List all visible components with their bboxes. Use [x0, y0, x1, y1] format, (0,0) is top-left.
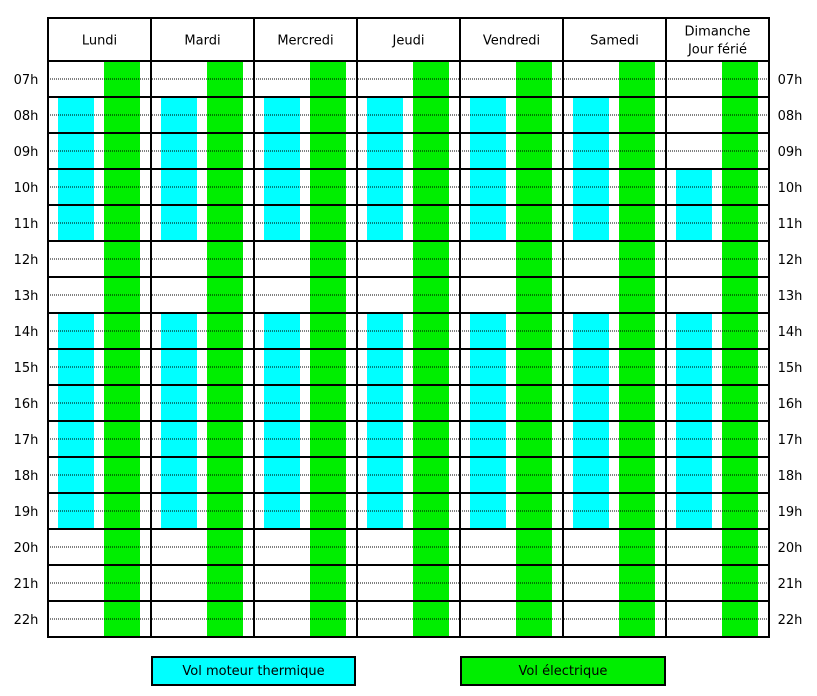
- day-header-line: Mercredi: [277, 34, 333, 49]
- legend-electric-label: Vol électrique: [518, 663, 608, 679]
- hour-label-right: 10h: [778, 181, 803, 196]
- schedule-chart: Lundi Mardi Mercredi Jeudi Vendredi Samedi Dim…: [13, 17, 803, 638]
- hour-label-right: 21h: [778, 577, 803, 592]
- hour-label-left: 10h: [14, 181, 39, 196]
- day-header-label: Mercredi: [277, 34, 333, 49]
- hour-label-right: 22h: [778, 613, 803, 628]
- hour-label-left: 16h: [14, 397, 39, 412]
- day-header-label: Jeudi: [392, 34, 425, 49]
- day-header-line: Samedi: [590, 34, 639, 49]
- hour-label-right: 07h: [778, 73, 803, 88]
- hour-label-left: 09h: [14, 145, 39, 160]
- day-header-label: Samedi: [590, 34, 639, 49]
- day-header-line: Vendredi: [483, 34, 540, 49]
- day-header-label: Mardi: [184, 34, 220, 49]
- hour-label-left: 20h: [14, 541, 39, 556]
- hour-label-right: 13h: [778, 289, 803, 304]
- hour-label-left: 14h: [14, 325, 39, 340]
- day-header-line: Mardi: [184, 34, 220, 49]
- hour-label-right: 20h: [778, 541, 803, 556]
- legend-thermal-label: Vol moteur thermique: [182, 663, 325, 679]
- hour-label-right: 16h: [778, 397, 803, 412]
- hour-label-left: 11h: [14, 217, 39, 232]
- day-header-line: Dimanche: [685, 25, 751, 40]
- grid-border: [47, 17, 770, 638]
- hour-label-left: 18h: [14, 469, 39, 484]
- hour-label-left: 08h: [14, 109, 39, 124]
- hour-label-right: 12h: [778, 253, 803, 268]
- hour-label-right: 18h: [778, 469, 803, 484]
- grid-layer: [47, 17, 770, 638]
- hour-label-left: 12h: [14, 253, 39, 268]
- day-header-label: Vendredi: [483, 34, 540, 49]
- hour-label-right: 08h: [778, 109, 803, 124]
- day-header-label: Lundi: [82, 34, 117, 49]
- hour-label-left: 21h: [14, 577, 39, 592]
- hour-label-left: 22h: [14, 613, 39, 628]
- day-header-line: Jour férié: [687, 43, 747, 58]
- hour-label-left: 19h: [14, 505, 39, 520]
- day-header-line: Lundi: [82, 34, 117, 49]
- hour-label-left: 17h: [14, 433, 39, 448]
- legend-electric-flight: Vol électrique: [460, 656, 666, 686]
- hour-label-right: 11h: [778, 217, 803, 232]
- legend-thermal-engine-flight: Vol moteur thermique: [151, 656, 356, 686]
- hour-label-left: 13h: [14, 289, 39, 304]
- day-header-line: Jeudi: [392, 34, 425, 49]
- hour-label-left: 07h: [14, 73, 39, 88]
- hour-label-right: 14h: [778, 325, 803, 340]
- day-header-label: Dimanche Jour férié: [685, 25, 751, 58]
- hour-label-left: 15h: [14, 361, 39, 376]
- labels-layer: Lundi Mardi Mercredi Jeudi Vendredi Samedi Dim…: [14, 25, 803, 629]
- hour-label-right: 09h: [778, 145, 803, 160]
- hour-label-right: 15h: [778, 361, 803, 376]
- hour-label-right: 17h: [778, 433, 803, 448]
- hour-label-right: 19h: [778, 505, 803, 520]
